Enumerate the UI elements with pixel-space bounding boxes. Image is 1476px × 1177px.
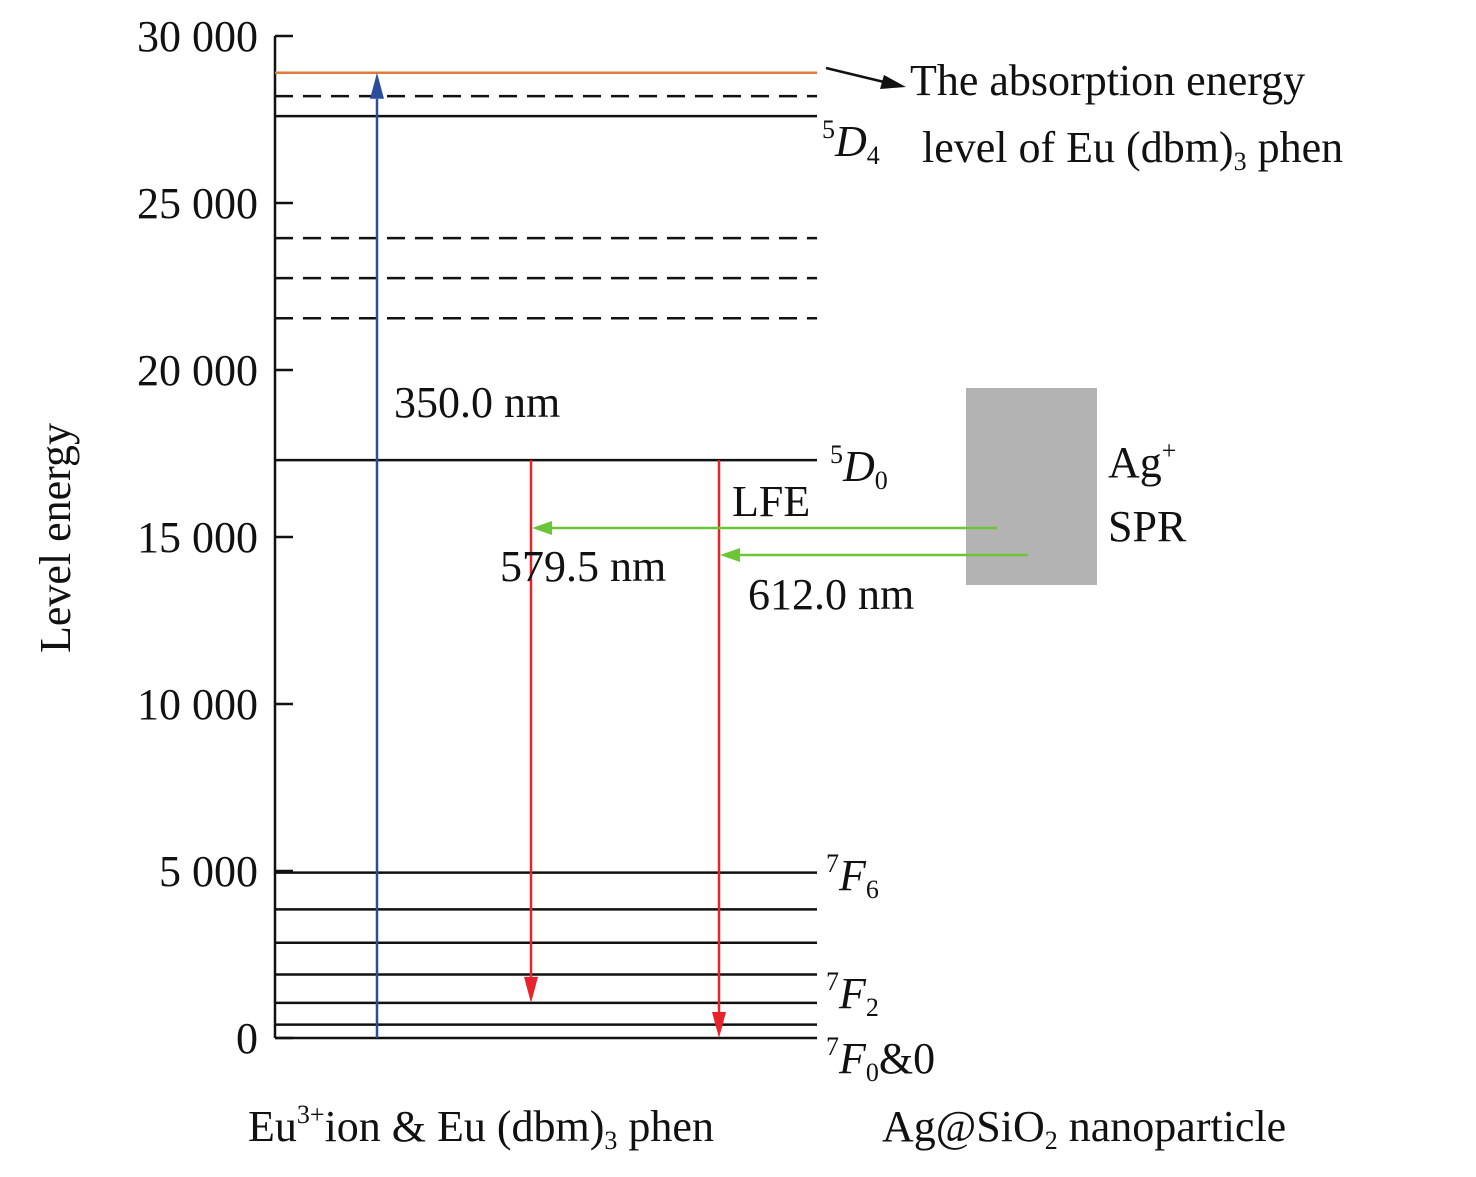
y-axis-ticks: 0 5 000 10 000 15 000 20 000 25 000 30 000 bbox=[137, 12, 293, 1063]
y-tick-label: 0 bbox=[236, 1014, 258, 1063]
emission-label-579: 579.5 nm bbox=[500, 542, 666, 591]
lfe-arrow-upper bbox=[532, 521, 997, 535]
annotation-line-1: The absorption energy bbox=[910, 56, 1305, 105]
level-label-7f6: 7F6 bbox=[826, 849, 879, 904]
y-tick-label: 20 000 bbox=[137, 346, 258, 395]
level-label-5d4: 5D4 bbox=[822, 115, 880, 170]
y-tick-label: 10 000 bbox=[137, 680, 258, 729]
transitions bbox=[370, 72, 726, 1038]
annotation-line-2: level of Eu (dbm)3 phen bbox=[922, 123, 1343, 176]
emission-arrow-612 bbox=[712, 460, 726, 1038]
excitation-arrow bbox=[370, 72, 384, 1038]
level-label-5d0: 5D0 bbox=[830, 440, 888, 495]
y-axis-label: Level energy bbox=[31, 423, 80, 653]
bottom-label-ag-sio2: Ag@SiO2 nanoparticle bbox=[882, 1102, 1286, 1155]
spr-label-spr: SPR bbox=[1108, 502, 1187, 551]
emission-arrow-579 bbox=[524, 460, 538, 1003]
y-tick-label: 5 000 bbox=[159, 847, 258, 896]
level-label-7f0: 7F0&0 bbox=[826, 1032, 935, 1087]
excitation-label: 350.0 nm bbox=[394, 378, 560, 427]
lfe-label: LFE bbox=[732, 477, 810, 526]
bottom-label-eu: Eu3+ion & Eu (dbm)3 phen bbox=[248, 1100, 714, 1155]
energy-levels bbox=[275, 71, 817, 1040]
y-tick-label: 25 000 bbox=[137, 179, 258, 228]
level-label-7f2: 7F2 bbox=[826, 967, 879, 1022]
lfe-arrow-lower bbox=[720, 548, 1028, 562]
emission-label-612: 612.0 nm bbox=[748, 570, 914, 619]
y-tick-label: 15 000 bbox=[137, 513, 258, 562]
y-tick-label: 30 000 bbox=[137, 12, 258, 61]
ag-spr-box bbox=[966, 388, 1097, 585]
spr-label-ag: Ag+ bbox=[1108, 436, 1176, 487]
annotation-pointer-arrow bbox=[825, 66, 906, 89]
